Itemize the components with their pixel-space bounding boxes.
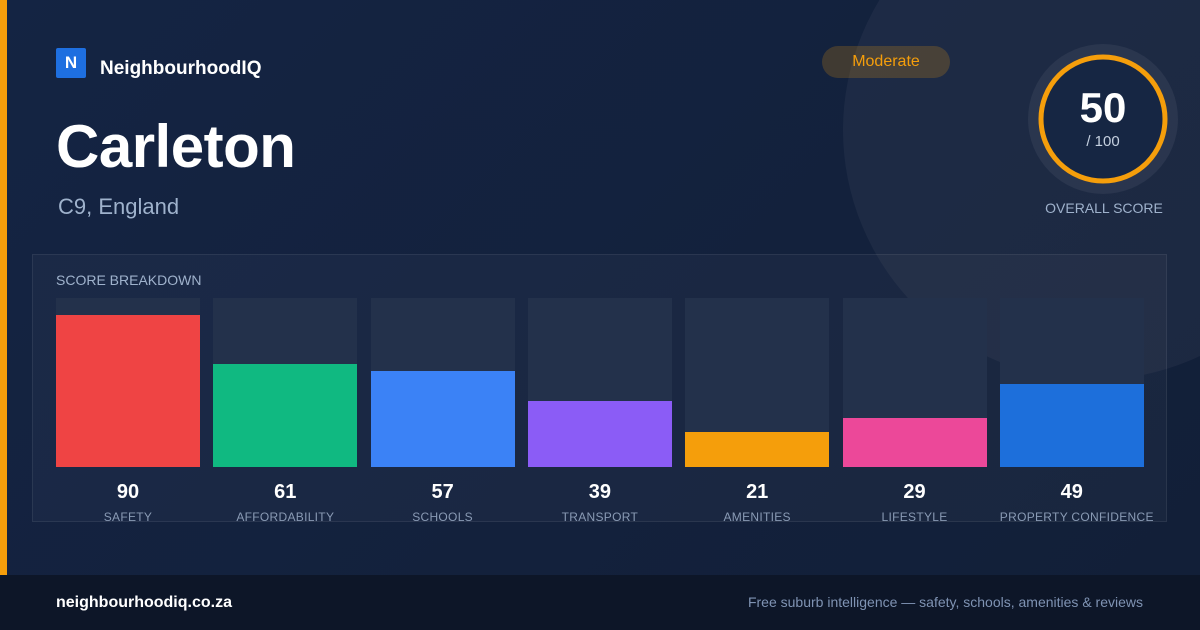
breakdown-title: SCORE BREAKDOWN [56,272,202,288]
bar-value: 39 [588,481,612,503]
score-bar-affordability: 61 AFFORDABILITY [213,298,358,524]
overall-score-value: 50 [1079,84,1127,131]
brand: N NeighbourhoodIQ [56,46,261,80]
overall-score-ring: 50 / 100 [1028,44,1178,194]
bar-track [527,298,672,467]
score-bar-property-confidence: 49 PROPERTY CONFIDENCE [999,298,1154,524]
page-title: Carleton [56,113,296,180]
brand-name: NeighbourhoodIQ [100,58,262,79]
footer-tagline: Free suburb intelligence — safety, schoo… [747,594,1143,610]
bar-fill [56,314,200,467]
share-card: N NeighbourhoodIQ Carleton C9, England M… [0,0,1200,575]
bar-track [56,298,200,467]
bar-label: AMENITIES [723,510,791,524]
bar-fill [370,370,515,467]
bar-value: 21 [746,481,769,503]
score-breakdown-panel: SCORE BREAKDOWN 90 SAFETY 61 AFFORDABILITY 5… [32,254,1167,524]
bar-track [370,298,515,467]
overall-score-caption: OVERALL SCORE [1045,200,1163,216]
bar-value: 49 [1060,481,1083,503]
bar-fill [842,418,987,467]
score-ring-arc [1038,54,1168,184]
location-subtitle: C9, England [58,194,180,219]
bar-fill [685,431,830,467]
bar-track [999,298,1144,467]
score-bar-lifestyle: 29 LIFESTYLE [842,298,987,524]
score-bar-schools: 57 SCHOOLS [370,298,515,524]
score-bar-safety: 90 SAFETY [56,298,200,524]
overall-score-max: / 100 [1086,133,1120,150]
bar-label: SAFETY [103,510,153,524]
footer-domain[interactable]: neighbourhoodiq.co.za [56,594,232,611]
score-ring-graphic [1028,44,1178,194]
bar-fill [999,384,1144,467]
bar-value: 29 [903,481,926,503]
bar-value: 57 [431,481,454,503]
accent-bar [0,0,7,575]
rating-badge: Moderate [822,46,950,78]
bar-label: LIFESTYLE [881,510,948,524]
footer: neighbourhoodiq.co.za Free suburb intell… [0,575,1200,630]
bar-track [685,298,830,467]
score-bar-transport: 39 TRANSPORT [527,298,672,524]
bar-value: 61 [274,481,297,503]
bar-track [213,298,358,467]
bar-label: AFFORDABILITY [236,510,335,524]
bar-label: TRANSPORT [561,510,639,524]
bar-label: SCHOOLS [412,510,473,524]
bar-fill [213,363,358,467]
bar-track [842,298,987,467]
bar-fill [527,401,672,467]
brand-logo-icon: N [56,48,86,78]
score-bar-amenities: 21 AMENITIES [685,298,830,524]
bar-label: PROPERTY CONFIDENCE [999,510,1154,524]
bar-value: 90 [116,481,140,503]
